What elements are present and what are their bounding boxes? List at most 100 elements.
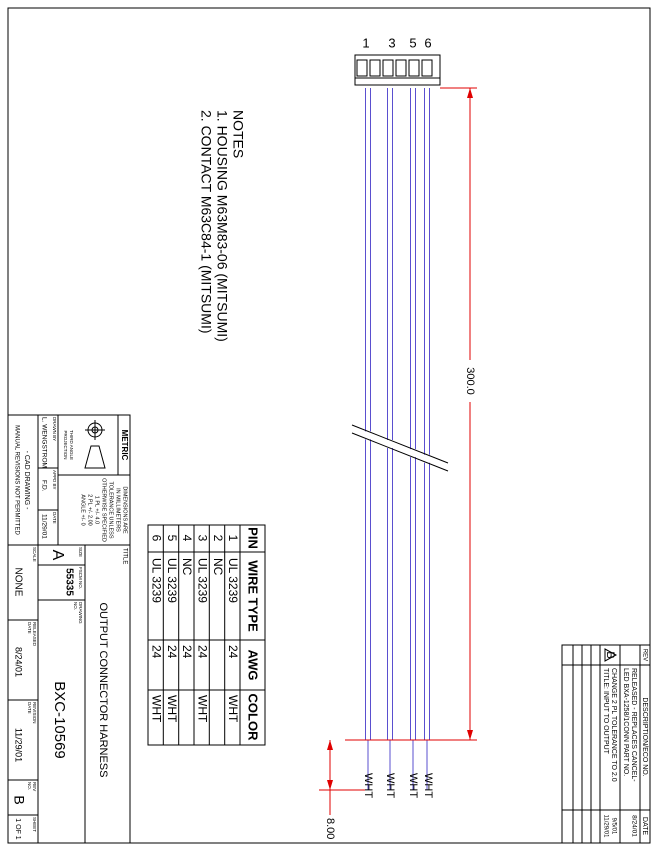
field-value: 11/29/01 <box>40 514 47 539</box>
tolerance: ANGLE +/- 0 <box>80 494 86 525</box>
wire-label: WHT <box>422 773 434 798</box>
revision-date: 11/29/01 <box>602 815 608 839</box>
tolerance: OTHERWISE SPECIFIED <box>101 478 107 542</box>
title-block: METRIC THIRD ANGLE PROJECTION DIMENSIONS… <box>7 414 131 844</box>
field-label: DRAWN BY <box>52 417 57 441</box>
table-cell: NC <box>180 558 194 576</box>
column-header: REV <box>641 649 647 661</box>
tolerance: TOLERANCE UNLESS <box>108 481 114 538</box>
field-label: SCALE <box>32 547 37 562</box>
table-cell: WHT <box>196 695 210 723</box>
field-label: SHEET <box>32 817 37 832</box>
wire-label: WHT <box>362 773 374 798</box>
table-cell: 1 <box>226 535 240 542</box>
drawing-title: OUTPUT CONNECTOR HARNESS <box>97 602 109 777</box>
note: 2. CONTACT M63C84-1 (MITSUMI) <box>198 110 214 334</box>
field-value: 1 OF 1 <box>14 818 21 840</box>
field-value: 55335 <box>63 568 74 596</box>
table-cell: WHT <box>150 695 164 723</box>
column-header: COLOR <box>246 694 261 742</box>
field-label: RELEASED <box>32 622 37 647</box>
notes-title: NOTES <box>230 110 246 158</box>
arrow <box>327 780 333 790</box>
table-cell: 24 <box>226 645 240 659</box>
table-cell: WHT <box>226 695 240 723</box>
table-cell: 6 <box>150 535 164 542</box>
field-label: FSCM NO. <box>78 567 83 589</box>
table-cell: 3 <box>196 535 210 542</box>
column-header: WIRE TYPE <box>246 560 261 632</box>
field-label: APPD BY <box>52 470 57 490</box>
tolerance: 1 PL +/- 4.0 <box>94 496 100 524</box>
connector-cavity <box>408 59 420 77</box>
column-header: PIN <box>246 527 261 549</box>
table-border <box>147 524 266 746</box>
metric: METRIC <box>120 430 129 461</box>
connector-cavity <box>369 59 381 77</box>
table-cell: 24 <box>196 645 210 659</box>
projection: THIRD ANGLE <box>69 430 74 460</box>
table-cell: 24 <box>180 645 194 659</box>
projection-cone <box>84 445 106 469</box>
column-header: DESCRIPTION/ECO NO. <box>641 697 648 776</box>
dimension-label: 300.0 <box>464 367 476 395</box>
field-value: NONE <box>12 568 23 597</box>
sheet: 300.0 8.00 WHT WHT WHT WHT NOTES 1. HOUS… <box>7 7 651 844</box>
revision-triangle <box>604 648 618 662</box>
wire-label: WHT <box>384 773 396 798</box>
pin-number: 6 <box>424 35 431 50</box>
connector-cavity <box>395 59 407 77</box>
table-cell: UL 3239 <box>226 558 240 603</box>
tolerance: DIMENSIONS ARE <box>122 486 128 534</box>
projection: PROJECTION <box>63 430 68 459</box>
revision-table: REV DESCRIPTION/ECO NO. DATE RELEASED - … <box>561 644 651 844</box>
connector-cavity <box>356 59 368 77</box>
drawing-number: BXC-10569 <box>51 681 68 759</box>
field-value: F.D. <box>40 480 47 492</box>
tolerance: 2 PL +/- 2.00 <box>87 494 93 525</box>
field-label: DATE <box>27 702 32 714</box>
arrow <box>327 740 333 750</box>
tolerance: IN MILLIMETERS <box>115 488 121 532</box>
revision-description: LED BXA-1258/1CONN PART NO. <box>622 668 629 776</box>
pin-number: 3 <box>388 35 395 50</box>
pin-table: PIN WIRE TYPE AWG COLOR 1 UL 3239 24 WHT 2 NC… <box>147 524 266 746</box>
wire-label: WHT <box>407 773 419 798</box>
field-label: REVISION <box>32 702 37 724</box>
column-header: AWG <box>246 649 261 680</box>
wires <box>365 88 430 790</box>
dimension-label: 8.00 <box>324 818 336 839</box>
cad-note: - CAD DRAWING - <box>23 451 30 511</box>
connector-cavity <box>421 59 433 77</box>
field-label: NO. <box>73 602 78 610</box>
arrow <box>467 88 473 98</box>
field-value: 8/24/01 <box>14 647 24 677</box>
field-label: DATE <box>52 512 57 524</box>
table-border <box>561 644 651 844</box>
table-cell: UL 3239 <box>196 558 210 603</box>
table-cell: NC <box>211 558 225 576</box>
table-cell: 2 <box>211 535 225 542</box>
connector-cavity <box>382 59 394 77</box>
table-cell: 24 <box>165 645 179 659</box>
block-border <box>7 414 131 844</box>
note: 1. HOUSING M63M83-06 (MITSUMI) <box>214 110 230 342</box>
arrow <box>467 730 473 740</box>
pin-number: 5 <box>409 35 416 50</box>
revision-description: TITLE: INPUT TO OUTPUT <box>602 668 609 755</box>
break-line <box>351 432 449 472</box>
table-cell: 4 <box>180 535 194 542</box>
revision-letter: B <box>604 651 616 658</box>
column-header: DATE <box>641 817 648 835</box>
revision-date: 8/24/01 <box>630 815 637 837</box>
table-cell: UL 3239 <box>150 558 164 603</box>
field-label: REV <box>32 782 37 791</box>
table-cell: 24 <box>150 645 164 659</box>
table-cell: WHT <box>165 695 179 723</box>
cad-note: MANUAL REVISIONS NOT PERMITTED <box>13 425 19 535</box>
revision-description: RELEASED - REPLACES CANCEL- <box>630 668 637 782</box>
table-cell: 5 <box>165 535 179 542</box>
field-value: B <box>11 795 27 804</box>
